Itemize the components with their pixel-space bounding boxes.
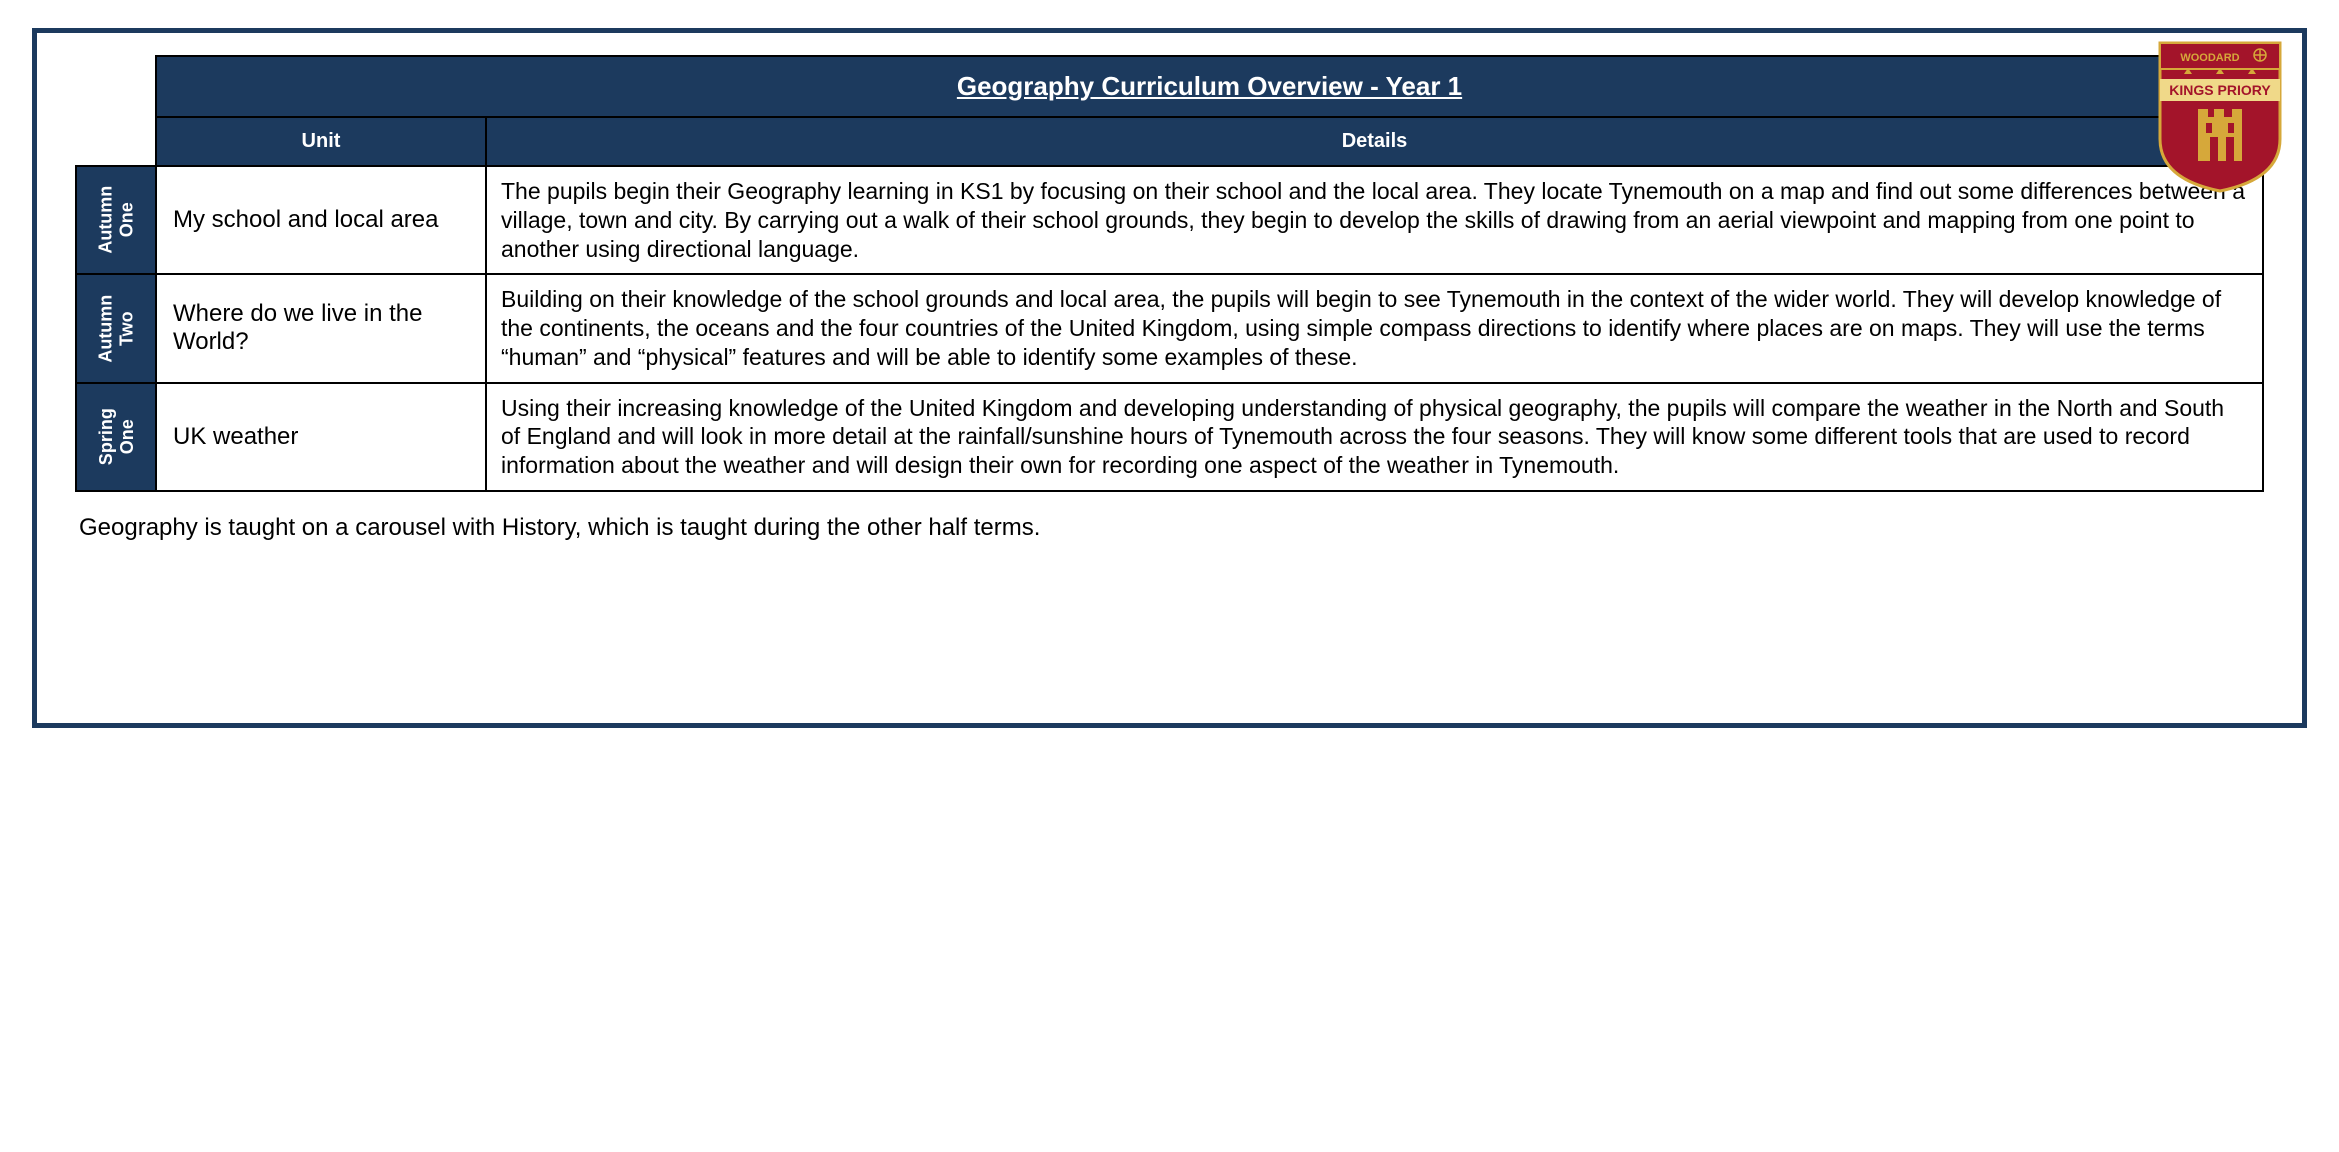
crest-band-text: KINGS PRIORY — [2169, 82, 2271, 98]
details-cell: Using their increasing knowledge of the … — [486, 383, 2263, 491]
spacer-cell — [76, 117, 156, 166]
details-cell: The pupils begin their Geography learnin… — [486, 166, 2263, 274]
spacer-cell — [76, 56, 156, 117]
term-line2: One — [116, 419, 136, 454]
table-title: Geography Curriculum Overview - Year 1 — [156, 56, 2263, 117]
term-label: SpringOne — [76, 383, 156, 491]
column-header-unit: Unit — [156, 117, 486, 166]
footer-note: Geography is taught on a carousel with H… — [75, 492, 2264, 542]
details-cell: Building on their knowledge of the schoo… — [486, 274, 2263, 382]
school-crest: WOODARD KINGS PRIORY — [2156, 39, 2284, 194]
unit-cell: My school and local area — [156, 166, 486, 274]
term-line2: One — [116, 202, 136, 237]
term-line1: Autumn — [95, 186, 115, 254]
term-line1: Spring — [95, 408, 115, 465]
unit-cell: Where do we live in the World? — [156, 274, 486, 382]
column-header-details: Details — [486, 117, 2263, 166]
term-line1: Autumn — [95, 294, 115, 362]
document-frame: WOODARD KINGS PRIORY — [32, 28, 2307, 728]
term-label: AutumnTwo — [76, 274, 156, 382]
table-row: AutumnTwo Where do we live in the World?… — [76, 274, 2263, 382]
term-label: AutumnOne — [76, 166, 156, 274]
table-row: SpringOne UK weather Using their increas… — [76, 383, 2263, 491]
table-row: AutumnOne My school and local area The p… — [76, 166, 2263, 274]
crest-top-text: WOODARD — [2180, 52, 2239, 64]
curriculum-table: Geography Curriculum Overview - Year 1 U… — [75, 55, 2264, 492]
term-line2: Two — [116, 311, 136, 346]
unit-cell: UK weather — [156, 383, 486, 491]
shield-icon: WOODARD KINGS PRIORY — [2156, 39, 2284, 194]
